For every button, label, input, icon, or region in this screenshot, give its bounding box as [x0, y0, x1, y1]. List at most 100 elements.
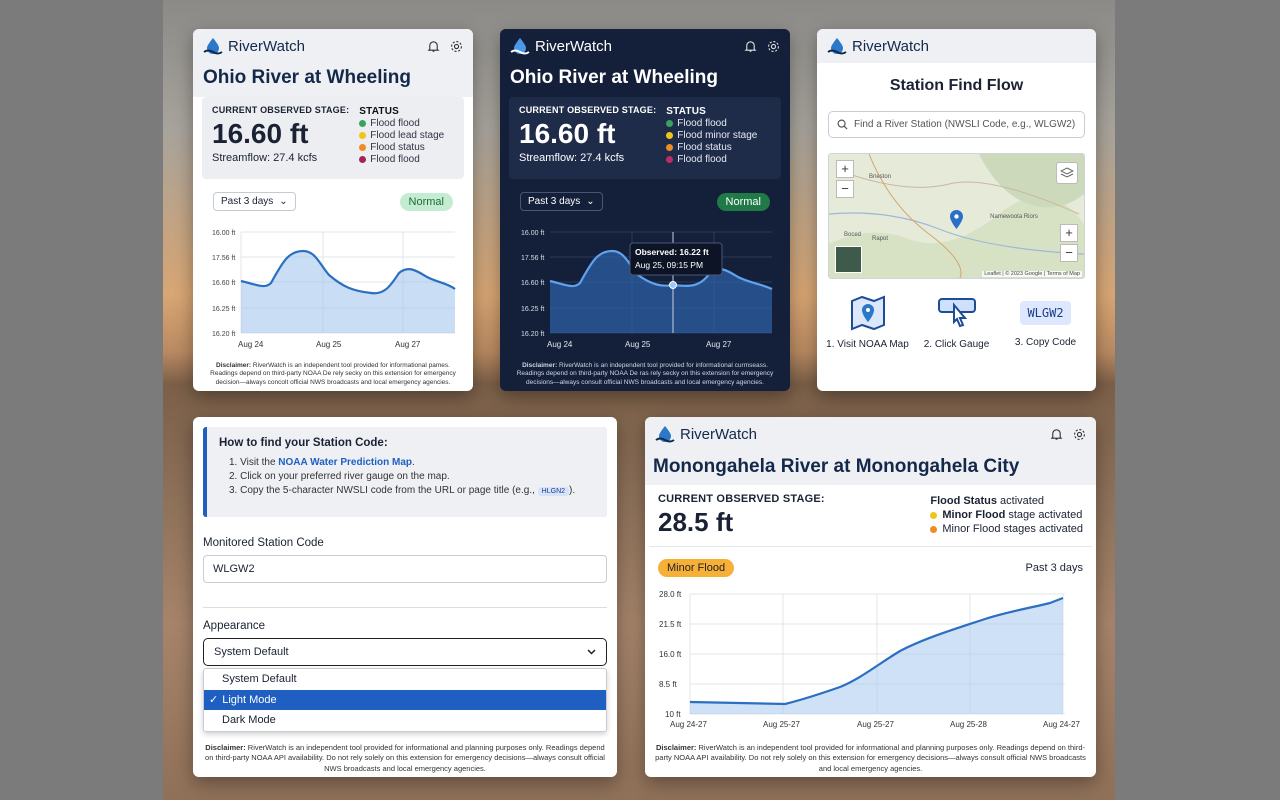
map-pin-icon[interactable]: [950, 210, 963, 229]
status-list: STATUS Flood flood Flood minor stage Flo…: [666, 105, 757, 171]
map-attribution[interactable]: Leaflet | © 2023 Google | Terms of Map: [982, 271, 1082, 277]
gear-icon[interactable]: [450, 40, 463, 53]
range-label: Past 3 days: [528, 196, 581, 207]
map-icon: [850, 295, 885, 331]
steps: 1. Visit NOAA Map 2. Click Gauge WLGW2 3…: [817, 295, 1096, 350]
stage-line: [240, 249, 456, 295]
header: RiverWatch: [500, 29, 790, 63]
howto-text: 3. Copy the 5-character NWSLI code from …: [229, 485, 538, 496]
status-strong: Flood Status: [930, 495, 997, 507]
stage-panel: CURRENT OBSERVED STAGE: 16.60 ft Streamf…: [509, 97, 781, 179]
status-item: Flood minor stage: [666, 130, 757, 141]
x-tick: Aug 24: [547, 340, 573, 349]
popup-dark: RiverWatch Ohio River at Wheeling CURREN…: [500, 29, 790, 391]
code-chip: HLGN2: [537, 487, 570, 496]
app-name: RiverWatch: [535, 37, 612, 55]
logo: RiverWatch: [827, 37, 929, 55]
option-light-mode[interactable]: ✓ Light Mode: [204, 689, 606, 710]
stage-label: CURRENT OBSERVED STAGE:: [212, 105, 350, 115]
x-tick: Aug 24-27: [1043, 720, 1080, 729]
y-tick: 16.25 ft: [521, 306, 544, 313]
station-search-input[interactable]: Find a River Station (NWSLI Code, e.g., …: [828, 111, 1085, 138]
noaa-map-link[interactable]: NOAA Water Prediction Map: [278, 457, 413, 468]
map-label: Brieston: [869, 174, 892, 180]
option-system-default[interactable]: System Default: [222, 673, 297, 686]
x-tick: Aug 24-27: [670, 720, 707, 729]
stage-chart[interactable]: 16.00 ft 17.56 ft 16.60 ft 16.25 ft 16.2…: [510, 225, 782, 355]
tooltip-title: Observed: 16.22 ft: [635, 247, 709, 257]
chevron-down-icon: ⌄: [586, 196, 595, 207]
gear-icon[interactable]: [767, 40, 780, 53]
status-label: STATUS: [359, 106, 399, 117]
status-text: Flood status: [370, 142, 425, 153]
stage-panel: CURRENT OBSERVED STAGE: 28.5 ft Flood St…: [649, 485, 1092, 547]
x-tick: Aug 27: [395, 340, 421, 349]
map-terrain: [829, 154, 1084, 278]
disclaimer-text: RiverWatch is an independent tool provid…: [655, 742, 1086, 773]
y-tick: 17.56 ft: [521, 255, 544, 262]
click-icon: [937, 298, 976, 328]
status-strong: Minor Flood: [942, 509, 1006, 521]
zoom-out-button[interactable]: −: [836, 180, 854, 198]
zoom-in-button[interactable]: +: [836, 160, 854, 178]
app-name: RiverWatch: [680, 425, 757, 443]
station-find-panel: RiverWatch Station Find Flow Find a Rive…: [817, 29, 1096, 391]
status-item: Flood status: [666, 142, 757, 153]
disclaimer-label: Disclaimer:: [655, 742, 697, 752]
range-dropdown[interactable]: Past 3 days ⌄: [520, 192, 603, 211]
zoom-out-button-2[interactable]: −: [1060, 244, 1078, 262]
range-label: Past 3 days: [221, 196, 274, 207]
step-item: WLGW2 3. Copy Code: [1003, 295, 1089, 350]
layers-button[interactable]: [1056, 162, 1078, 184]
disclaimer-text: RiverWatch is an independent tool provid…: [516, 361, 774, 386]
status-badge: Normal: [716, 192, 770, 211]
status-item: Flood lead stage: [359, 130, 444, 141]
search-icon: [837, 119, 848, 130]
y-tick: 16.60 ft: [521, 280, 544, 287]
station-map[interactable]: Brieston Namewoota Riors Boced Rapot + −…: [828, 153, 1085, 279]
stage-value: 28.5 ft: [658, 507, 734, 537]
code-example-chip: WLGW2: [1020, 301, 1071, 325]
stage-label: CURRENT OBSERVED STAGE:: [519, 105, 657, 115]
satellite-toggle[interactable]: [835, 246, 862, 273]
y-tick: 8.5 ft: [659, 680, 678, 689]
y-tick: 21.5 ft: [659, 620, 682, 629]
appearance-label: Appearance: [203, 620, 266, 632]
wave-logo-icon: [827, 38, 847, 55]
step-label: 2. Click Gauge: [923, 339, 990, 350]
zoom-in-button-2[interactable]: +: [1060, 224, 1078, 242]
streamflow: Streamflow: 27.4 kcfs: [212, 152, 318, 164]
gear-icon[interactable]: [1073, 428, 1086, 441]
flood-status: Flood Status activated Minor Flood stage…: [930, 493, 1083, 538]
range-label[interactable]: Past 3 days: [1025, 562, 1083, 574]
status-dot: [359, 144, 367, 151]
x-tick: Aug 25-27: [763, 720, 800, 729]
y-tick: 16.25 ft: [212, 306, 235, 313]
status-item: Flood flood: [359, 118, 444, 129]
status-dot: [666, 120, 674, 127]
status-item: Flood flood: [666, 154, 757, 165]
range-dropdown[interactable]: Past 3 days ⌄: [213, 192, 296, 211]
x-tick: Aug 25: [316, 340, 342, 349]
step-item: 2. Click Gauge: [914, 295, 1000, 350]
bell-icon[interactable]: [427, 40, 440, 53]
station-code-input[interactable]: WLGW2: [203, 555, 607, 583]
howto-step: 3. Copy the 5-character NWSLI code from …: [229, 485, 595, 496]
station-title: Monongahela River at Monongahela City: [645, 451, 1096, 485]
x-tick: Aug 27: [706, 340, 732, 349]
status-dot: [930, 525, 938, 533]
bell-icon[interactable]: [1050, 428, 1063, 441]
stage-area: [241, 251, 455, 333]
station-title: Ohio River at Wheeling: [500, 63, 790, 97]
status-text: Minor Flood stages activated: [942, 523, 1083, 535]
appearance-select[interactable]: System Default: [203, 638, 607, 666]
tooltip: Observed: 16.22 ft Aug 25, 09:15 PM: [629, 242, 723, 276]
app-name: RiverWatch: [228, 37, 305, 55]
status-item: Flood flood: [666, 118, 757, 129]
header: RiverWatch: [817, 29, 1096, 63]
y-tick: 16.60 ft: [212, 280, 235, 287]
bell-icon[interactable]: [744, 40, 757, 53]
option-dark-mode[interactable]: Dark Mode: [222, 714, 276, 727]
step-label: 1. Visit NOAA Map: [826, 339, 909, 350]
disclaimer: Disclaimer: RiverWatch is an independent…: [510, 362, 780, 388]
